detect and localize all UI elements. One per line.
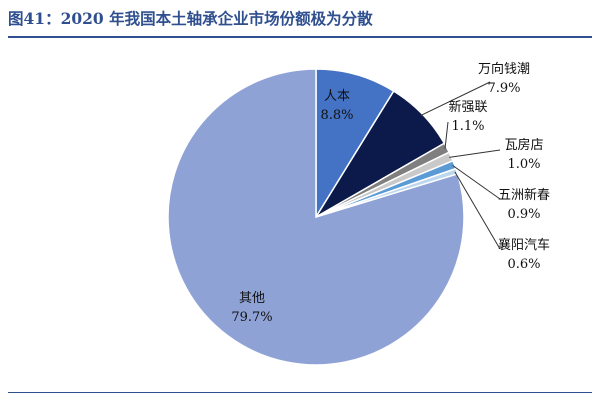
title-divider: [8, 36, 592, 38]
slice-value-other: 79.7%: [231, 310, 272, 325]
slice-value-wafangdian: 1.0%: [507, 157, 540, 172]
slice-value-wanxiang-qianchao: 7.9%: [487, 81, 520, 96]
bottom-divider: [8, 392, 592, 393]
pie-slice-other: [167, 68, 465, 366]
slice-label-wanxiang-qianchao: 万向钱潮: [478, 61, 530, 77]
slice-labels: 人本 8.8% 万向钱潮 7.9%新强联 1.1% 瓦房店 1.0% 五洲新春 0.9% 襄阳汽车…: [231, 61, 550, 325]
slice-value-xiangyang-qiche: 0.6%: [507, 257, 540, 272]
slice-label-wafangdian: 瓦房店: [504, 137, 543, 153]
leader-line-wafangdian: [449, 149, 501, 158]
slice-label-xiangyang-qiche: 襄阳汽车: [498, 237, 550, 253]
leader-line-xiangyang-qiche: [454, 171, 501, 250]
leader-line-wuzhou-xinchun: [452, 164, 501, 200]
slice-label-wuzhou-xinchun: 五洲新春: [498, 187, 550, 203]
slice-value-xinqianglian: 1.1%: [451, 119, 484, 134]
leader-line-xinqianglian: [444, 121, 449, 149]
slice-label-other: 其他: [239, 291, 265, 306]
slice-label-renben: 人本: [324, 89, 350, 104]
slice-value-wuzhou-xinchun: 0.9%: [507, 207, 540, 222]
pie-slices: [167, 68, 465, 366]
slice-value-renben: 8.8%: [320, 108, 353, 123]
pie-slice-renben: [315, 68, 395, 220]
chart-title: 图41：2020 年我国本土轴承企业市场份额极为分散: [8, 9, 373, 28]
leader-lines: [420, 81, 501, 250]
slice-label-xinqianglian: 新强联: [448, 99, 487, 115]
leader-line-wanxiang-qianchao: [420, 81, 491, 116]
